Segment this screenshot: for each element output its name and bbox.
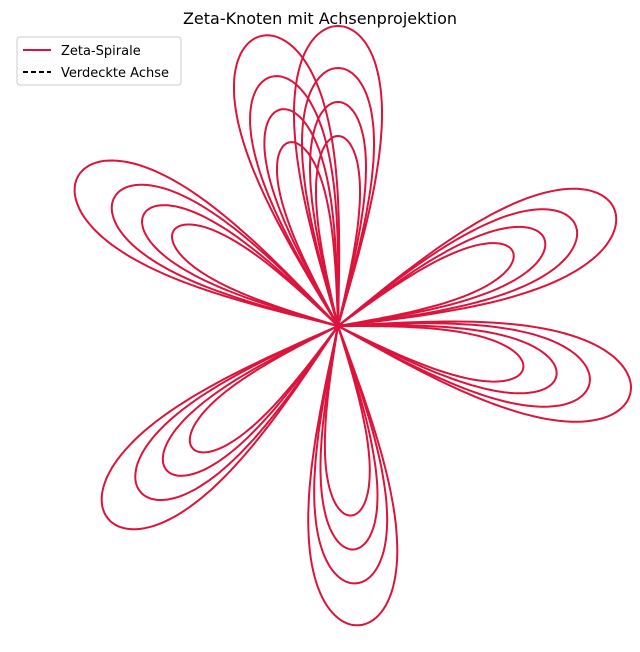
petal-7-loop-4	[276, 141, 339, 327]
petal-3-loop-4	[337, 325, 525, 383]
petal-6-loop-4	[171, 223, 339, 327]
petal-6-loop-3	[141, 204, 339, 327]
petal-7-loop-2	[249, 75, 340, 327]
petal-6-loop-1	[73, 159, 339, 327]
petal-4-loop-2	[313, 325, 389, 585]
chart-title: Zeta-Knoten mit Achsenprojektion	[183, 9, 457, 28]
petal-4-loop-4	[323, 325, 371, 517]
petal-4-loop-3	[319, 325, 379, 551]
legend-box	[16, 36, 182, 86]
petal-6-loop-2	[110, 183, 339, 327]
legend: Zeta-Spirale Verdeckte Achse	[16, 36, 182, 86]
legend-label-zeta-spirale: Zeta-Spirale	[61, 44, 141, 59]
plot-area	[73, 25, 632, 627]
petal-1-loop-4	[315, 135, 361, 327]
petal-1-loop-1	[293, 25, 383, 327]
petal-5-loop-4	[188, 325, 339, 454]
petal-2-loop-2	[337, 208, 579, 327]
petal-3-loop-3	[337, 324, 558, 395]
petal-2-loop-1	[337, 187, 618, 327]
petal-4-loop-1	[307, 325, 399, 627]
petal-5-loop-2	[134, 325, 339, 501]
legend-label-verdeckte-achse: Verdeckte Achse	[61, 66, 169, 81]
petal-3-loop-2	[337, 322, 591, 408]
petal-1-loop-3	[309, 101, 367, 327]
petal-2-loop-4	[337, 242, 515, 327]
petal-3-loop-1	[337, 320, 632, 423]
petal-1-loop-2	[301, 67, 375, 327]
petal-5-loop-1	[100, 325, 339, 531]
petal-7-loop-1	[233, 34, 341, 327]
petal-5-loop-3	[161, 325, 339, 477]
petal-2-loop-3	[337, 225, 547, 327]
petal-7-loop-3	[263, 108, 339, 327]
